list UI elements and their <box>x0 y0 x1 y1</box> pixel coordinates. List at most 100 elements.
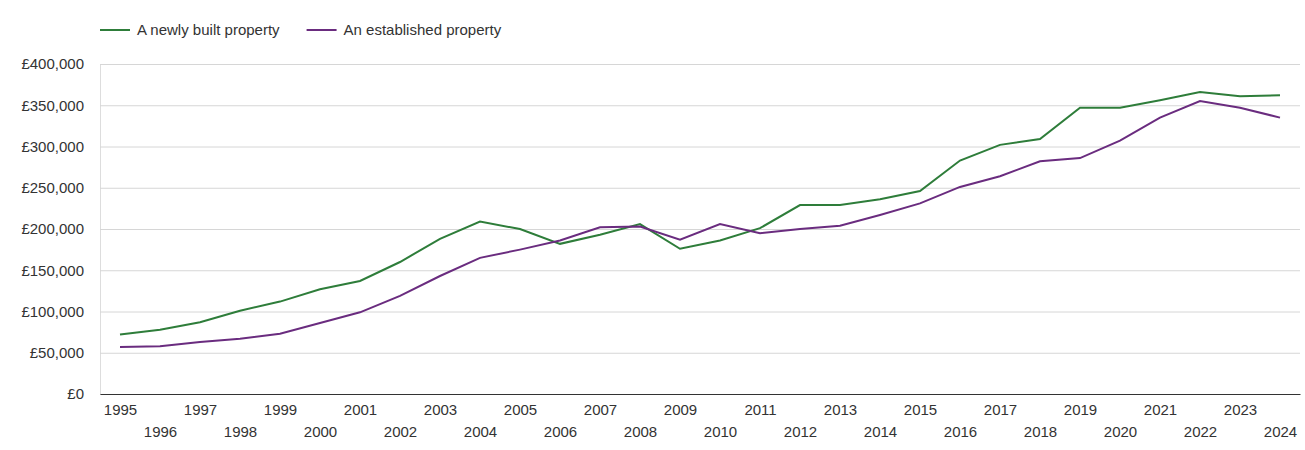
series-line <box>120 92 1280 335</box>
y-tick-label: £250,000 <box>21 179 84 196</box>
y-tick-label: £300,000 <box>21 138 84 155</box>
x-tick: 2018 <box>1024 394 1057 440</box>
x-tick-label: 2000 <box>304 423 337 440</box>
x-tick-label: 2022 <box>1184 423 1217 440</box>
lines <box>120 92 1280 347</box>
grid-line <box>100 353 1300 354</box>
x-tick-label: 2011 <box>744 401 776 418</box>
y-tick: £350,000 <box>21 97 1300 114</box>
grid-line <box>100 147 1300 148</box>
legend-swatch <box>307 29 337 31</box>
y-tick-label: £350,000 <box>21 97 84 114</box>
series-line <box>120 101 1280 347</box>
x-tick-label: 2014 <box>864 423 897 440</box>
x-tick-label: 2005 <box>504 401 537 418</box>
grid-line <box>100 105 1300 106</box>
y-tick: £100,000 <box>21 303 1300 320</box>
x-tick-label: 2016 <box>944 423 977 440</box>
x-tick-label: 2019 <box>1064 401 1097 418</box>
x-tick: 2000 <box>304 394 337 440</box>
grid-line <box>100 394 1300 395</box>
y-tick: £250,000 <box>21 179 1300 196</box>
legend-item: A newly built property <box>100 21 280 38</box>
x-tick-label: 2006 <box>544 423 577 440</box>
grid-line <box>100 188 1300 189</box>
x-tick: 2010 <box>704 394 737 440</box>
x-tick: 1999 <box>264 394 297 418</box>
y-tick-label: £400,000 <box>21 55 84 72</box>
x-tick: 2004 <box>464 394 497 440</box>
x-axis: 1995 1996 1997 1998 1999 2000 2001 2002 2003 2004… <box>101 394 1301 440</box>
grid-line <box>100 64 1300 65</box>
x-tick: 2002 <box>384 394 417 440</box>
x-tick-label: 2007 <box>584 401 617 418</box>
x-tick: 2006 <box>544 394 577 440</box>
y-tick-label: £50,000 <box>30 344 84 361</box>
x-tick: 2015 <box>904 394 937 418</box>
legend: A newly built property An established pro… <box>100 21 502 38</box>
x-tick-label: 2024 <box>1264 423 1297 440</box>
x-tick-label: 1999 <box>264 401 297 418</box>
grid-line <box>100 270 1300 271</box>
legend-swatch <box>100 29 130 31</box>
x-tick: 2019 <box>1064 394 1097 418</box>
y-tick: £50,000 <box>30 344 1300 361</box>
x-tick-label: 2020 <box>1104 423 1137 440</box>
x-tick-label: 2013 <box>824 401 857 418</box>
x-tick-label: 1996 <box>144 423 177 440</box>
x-tick: 2008 <box>624 394 657 440</box>
x-tick: 2011 <box>744 394 776 418</box>
x-tick: 1996 <box>144 394 177 440</box>
x-tick-label: 2004 <box>464 423 497 440</box>
x-tick-label: 1997 <box>184 401 217 418</box>
x-tick: 1995 <box>104 394 137 418</box>
x-tick: 2017 <box>984 394 1017 418</box>
legend-label: A newly built property <box>137 21 280 38</box>
x-tick: 2021 <box>1144 394 1177 418</box>
x-tick-label: 1995 <box>104 401 137 418</box>
x-tick: 2014 <box>864 394 897 440</box>
x-tick-label: 2015 <box>904 401 937 418</box>
x-tick-label: 2008 <box>624 423 657 440</box>
x-tick: 1997 <box>184 394 217 418</box>
y-tick-label: £200,000 <box>21 220 84 237</box>
x-tick: 2005 <box>504 394 537 418</box>
x-axis-line <box>101 394 1301 395</box>
x-tick: 1998 <box>224 394 257 440</box>
plot: £0 £50,000 £100,000 £150,000 £200,000 £250,00… <box>21 55 1300 440</box>
x-tick-label: 2009 <box>664 401 697 418</box>
x-tick: 2003 <box>424 394 457 418</box>
x-tick-label: 2018 <box>1024 423 1057 440</box>
y-tick: £150,000 <box>21 262 1300 279</box>
x-tick: 2016 <box>944 394 977 440</box>
x-tick: 2023 <box>1224 394 1257 418</box>
x-tick-label: 2010 <box>704 423 737 440</box>
grid-line <box>100 312 1300 313</box>
x-tick-label: 1998 <box>224 423 257 440</box>
x-tick-label: 2021 <box>1144 401 1177 418</box>
x-tick-label: 2017 <box>984 401 1017 418</box>
x-tick-label: 2023 <box>1224 401 1257 418</box>
y-tick-label: £100,000 <box>21 303 84 320</box>
x-tick-label: 2003 <box>424 401 457 418</box>
x-tick: 2020 <box>1104 394 1137 440</box>
y-axis: £0 £50,000 £100,000 £150,000 £200,000 £250,00… <box>21 55 1300 402</box>
x-tick-label: 2001 <box>344 401 377 418</box>
y-tick-label: £150,000 <box>21 262 84 279</box>
legend-item: An established property <box>307 21 502 38</box>
x-tick: 2009 <box>664 394 697 418</box>
x-tick: 2022 <box>1184 394 1217 440</box>
y-tick: £400,000 <box>21 55 1300 72</box>
x-tick-label: 2002 <box>384 423 417 440</box>
legend-label: An established property <box>344 21 502 38</box>
x-tick: 2012 <box>784 394 817 440</box>
y-tick: £200,000 <box>21 220 1300 237</box>
x-tick-label: 2012 <box>784 423 817 440</box>
y-tick-label: £0 <box>67 385 84 402</box>
x-tick: 2007 <box>584 394 617 418</box>
x-tick: 2013 <box>824 394 857 418</box>
x-tick: 2024 <box>1264 394 1297 440</box>
grid-line <box>100 229 1300 230</box>
x-tick: 2001 <box>344 394 377 418</box>
chart: £0 £50,000 £100,000 £150,000 £200,000 £250,00… <box>0 0 1305 450</box>
